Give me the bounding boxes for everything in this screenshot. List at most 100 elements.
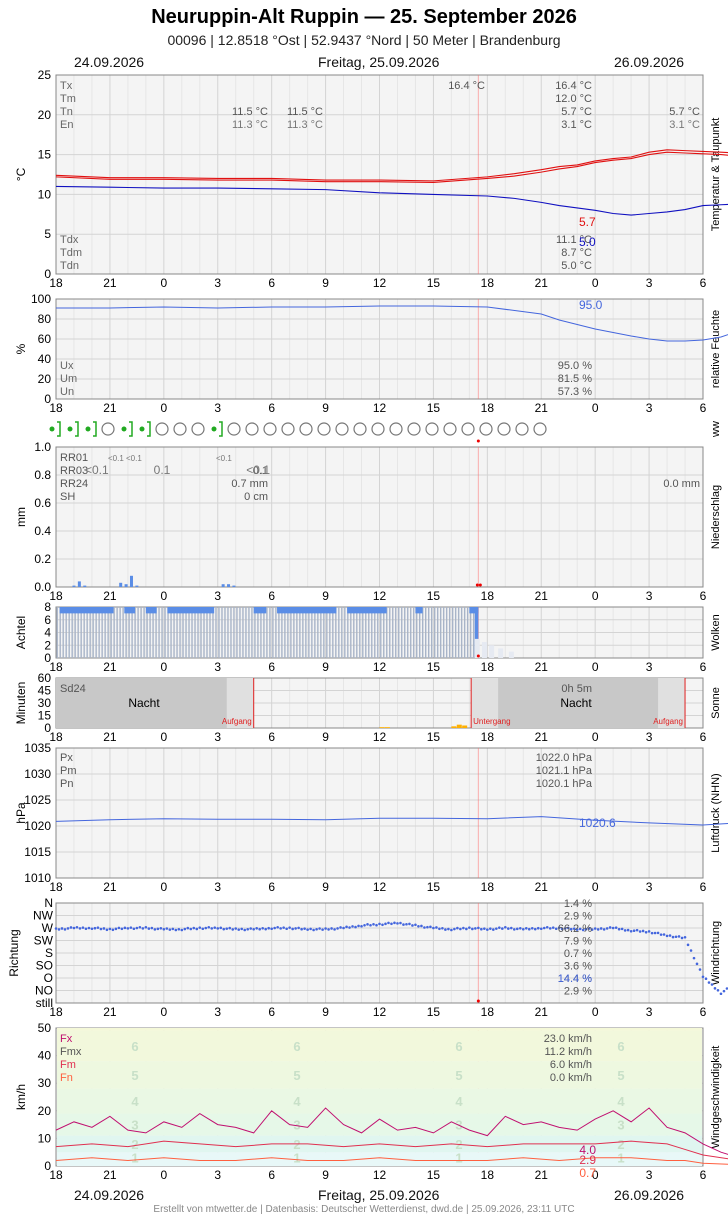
cloud-bar-low	[404, 607, 406, 658]
end-label-temp: 5.7	[579, 215, 596, 229]
cloud-bar-low	[116, 607, 118, 658]
beaufort-label: 2	[131, 1137, 138, 1152]
beaufort-label: 1	[293, 1151, 300, 1166]
cloud-bar-low	[56, 607, 58, 658]
x-tick-label: 6	[700, 1005, 707, 1019]
side-label: Temperatur & Taupunkt	[710, 118, 722, 232]
wind-dir-point	[471, 927, 474, 931]
cloud-bar-low	[299, 607, 301, 658]
wind-dir-point	[444, 928, 447, 931]
wind-dir-point	[108, 927, 112, 931]
end-label-wind: 4.0	[579, 1143, 596, 1157]
annot-prev-tn: 11.5 °C	[232, 106, 268, 118]
stat-value: 2.9 %	[564, 986, 592, 998]
wind-dir-point	[474, 927, 477, 930]
y-tick-label: 0	[44, 651, 51, 665]
y-tick-label: 50	[38, 1021, 52, 1035]
wind-dir-point	[593, 927, 597, 930]
ww-clear-icon	[461, 422, 475, 436]
y-tick-label: 1035	[24, 741, 51, 755]
cloud-bar-low	[371, 607, 373, 658]
wind-dir-point	[282, 926, 285, 929]
stat-label: Tdm	[60, 247, 82, 259]
sunrise-label: Aufgang	[653, 717, 683, 726]
x-tick-label: 0	[160, 1168, 167, 1182]
side-label: ww	[710, 421, 722, 438]
x-tick-label: 3	[646, 660, 653, 674]
cloud-bar-top	[145, 607, 157, 614]
wind-dir-point	[596, 928, 600, 931]
y-tick-label: O	[44, 971, 53, 985]
beaufort-band	[57, 1061, 702, 1089]
panel-border-1	[55, 298, 704, 400]
x-tick-label: 21	[103, 660, 117, 674]
wind-dir-point	[530, 926, 534, 930]
wind-dir-point	[102, 927, 106, 930]
x-tick-label: 3	[214, 880, 221, 894]
y-tick-label: 0.4	[34, 524, 51, 538]
wind-dir-point	[605, 927, 609, 930]
end-label-dir: 14.4 %	[558, 973, 592, 985]
cloud-bar-low	[362, 607, 364, 658]
stat-value: 6.0 km/h	[550, 1059, 592, 1071]
y-tick-label: 0.6	[34, 496, 51, 510]
cloud-bar-low	[74, 607, 76, 658]
wind-dir-point	[135, 926, 139, 930]
x-tick-label: 6	[700, 660, 707, 674]
wind-dir-point	[554, 927, 558, 931]
cloud-bar-low	[212, 607, 214, 658]
y-tick-label: 30	[38, 696, 52, 710]
precip-bar	[119, 582, 123, 587]
x-tick-label: 0	[160, 1005, 167, 1019]
stat-value: 81.5 %	[558, 373, 592, 385]
precip-bar	[227, 584, 231, 587]
wind-dir-point	[342, 926, 345, 930]
beaufort-label: 5	[617, 1068, 624, 1083]
annot-prev-en: 11.3 °C	[287, 119, 323, 131]
wind-dir-point	[366, 923, 369, 926]
ww-clear-icon	[479, 422, 493, 436]
cloud-bar-low	[152, 607, 154, 658]
beaufort-label: 3	[293, 1118, 300, 1133]
x-tick-label: 15	[427, 276, 441, 290]
beaufort-band	[57, 1088, 702, 1114]
cloud-bar-low	[131, 607, 133, 658]
wind-dir-point	[267, 926, 270, 930]
cloud-bar-low	[460, 607, 463, 658]
cloud-bar-low	[326, 607, 328, 658]
precip-bar	[135, 585, 139, 587]
ww-clear-icon	[407, 422, 421, 436]
x-tick-label: 0	[160, 880, 167, 894]
wind-dir-point	[57, 928, 61, 931]
y-tick-label: 40	[38, 1049, 52, 1063]
cloud-bar-low	[245, 607, 247, 658]
ww-clear-icon	[515, 422, 529, 436]
side-label: relative Feuchte	[710, 310, 722, 388]
wind-dir-point	[228, 926, 232, 930]
x-tick-label: 0	[592, 880, 599, 894]
x-tick-label: 6	[700, 880, 707, 894]
wind-dir-point	[489, 927, 492, 930]
x-tick-label: 21	[535, 730, 549, 744]
wind-dir-point	[324, 927, 327, 930]
x-tick-label: 21	[103, 1005, 117, 1019]
cloud-bar-low	[146, 607, 148, 658]
wind-dir-point	[671, 935, 675, 939]
cloud-bar-low	[170, 607, 172, 658]
cloud-bar-low	[260, 607, 262, 658]
wind-dir-point	[426, 925, 429, 929]
cloud-bar-low	[374, 607, 376, 658]
x-tick-label: 0	[160, 589, 167, 603]
x-tick-label: 21	[535, 276, 549, 290]
cloud-bar-low	[122, 607, 124, 658]
ww-clear-icon	[191, 422, 205, 436]
x-tick-label: 21	[535, 1005, 549, 1019]
wind-dir-point	[429, 925, 432, 929]
series-fx	[55, 1107, 728, 1155]
series-td	[55, 185, 728, 216]
ww-bracket-icon	[57, 421, 61, 437]
x-tick-label: 21	[103, 276, 117, 290]
x-tick-label: 15	[427, 660, 441, 674]
wind-dir-point	[117, 926, 121, 930]
